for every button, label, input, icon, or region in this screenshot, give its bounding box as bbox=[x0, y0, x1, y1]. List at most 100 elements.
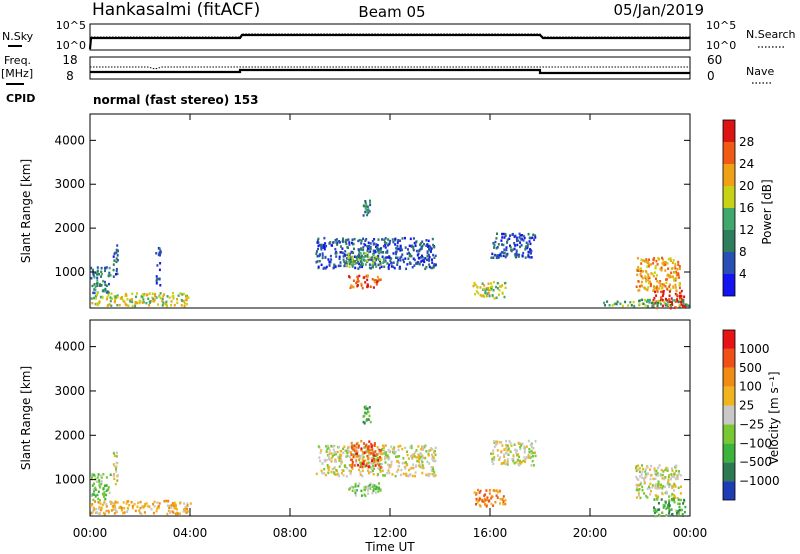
data-cell bbox=[172, 504, 175, 508]
data-cell bbox=[373, 259, 376, 262]
data-cell bbox=[504, 232, 507, 236]
velocity-cbar-label: Velocity [m s⁻¹] bbox=[767, 371, 781, 464]
data-cell bbox=[486, 503, 489, 507]
freq-right-tick-top: 60 bbox=[707, 53, 722, 67]
data-cell bbox=[395, 247, 398, 250]
data-cell bbox=[651, 484, 654, 487]
data-cell bbox=[515, 451, 518, 454]
colorbar-tick-label: 24 bbox=[739, 157, 754, 171]
data-cell bbox=[649, 284, 652, 288]
x-tick-label: 08:00 bbox=[273, 526, 308, 540]
data-cell bbox=[336, 473, 339, 476]
data-cell bbox=[378, 266, 381, 270]
data-cell bbox=[327, 444, 329, 448]
data-cell bbox=[318, 243, 321, 247]
data-cell bbox=[649, 482, 652, 486]
data-cell bbox=[325, 450, 328, 454]
data-cell bbox=[490, 502, 493, 506]
data-cell bbox=[352, 486, 355, 489]
data-cell bbox=[650, 272, 653, 275]
data-cell bbox=[348, 262, 351, 265]
data-cell bbox=[99, 502, 102, 505]
data-cell bbox=[97, 490, 100, 493]
data-cell bbox=[518, 236, 521, 239]
data-cell bbox=[686, 304, 689, 307]
data-cell bbox=[513, 247, 516, 251]
data-cell bbox=[659, 280, 662, 283]
data-cell bbox=[432, 266, 435, 269]
data-cell bbox=[502, 500, 505, 503]
data-cell bbox=[372, 286, 375, 289]
data-cell bbox=[107, 509, 110, 513]
data-cell bbox=[362, 246, 365, 249]
data-cell bbox=[667, 504, 669, 507]
freq-left-tick-bottom: 8 bbox=[66, 69, 74, 83]
data-cell bbox=[361, 286, 364, 290]
data-cell bbox=[661, 258, 664, 261]
data-cell bbox=[492, 462, 495, 466]
data-cell bbox=[336, 450, 339, 454]
data-cell bbox=[657, 483, 660, 486]
data-cell bbox=[423, 260, 426, 264]
data-cell bbox=[102, 487, 105, 490]
data-cell bbox=[673, 482, 676, 486]
data-cell bbox=[340, 245, 342, 248]
data-cell bbox=[120, 295, 123, 299]
data-cell bbox=[486, 292, 489, 295]
data-cell bbox=[647, 265, 650, 268]
data-cell bbox=[346, 448, 349, 451]
data-cell bbox=[323, 236, 326, 240]
data-cell bbox=[367, 486, 370, 489]
colorbar-tick-label: 12 bbox=[739, 223, 754, 237]
data-cell bbox=[648, 485, 650, 488]
colorbar-swatch bbox=[723, 424, 735, 444]
data-cell bbox=[651, 272, 654, 276]
data-cell bbox=[475, 290, 478, 293]
data-cell bbox=[366, 210, 369, 213]
data-cell bbox=[476, 286, 479, 289]
data-cell bbox=[522, 239, 525, 242]
data-cell bbox=[172, 502, 174, 505]
data-cell bbox=[131, 298, 133, 301]
data-cell bbox=[359, 461, 362, 464]
data-cell bbox=[518, 455, 521, 459]
data-cell bbox=[509, 244, 511, 247]
data-cell bbox=[527, 250, 530, 254]
data-cell bbox=[100, 284, 102, 287]
data-cell bbox=[172, 511, 175, 514]
data-cell bbox=[427, 472, 430, 476]
data-cell bbox=[325, 265, 328, 269]
data-cell bbox=[387, 267, 390, 271]
data-cell bbox=[496, 287, 499, 290]
data-cell bbox=[333, 472, 336, 475]
nave-label: Nave bbox=[746, 65, 774, 78]
data-cell bbox=[323, 472, 326, 475]
colorbar-swatch bbox=[723, 208, 735, 230]
data-cell bbox=[366, 278, 369, 282]
data-cell bbox=[175, 508, 178, 511]
data-cell bbox=[365, 449, 368, 453]
data-cell bbox=[659, 302, 662, 306]
data-cell bbox=[523, 451, 526, 454]
data-cell bbox=[509, 234, 511, 237]
data-cell bbox=[473, 283, 476, 287]
data-cell bbox=[107, 303, 110, 307]
data-cell bbox=[375, 459, 378, 463]
data-cell bbox=[358, 458, 361, 462]
data-cell bbox=[93, 507, 96, 511]
data-cell bbox=[368, 440, 371, 443]
data-cell bbox=[432, 467, 434, 470]
data-cell bbox=[420, 453, 423, 456]
data-cell bbox=[367, 469, 369, 472]
data-cell bbox=[130, 501, 133, 504]
data-cell bbox=[522, 459, 525, 463]
data-cell bbox=[174, 503, 177, 506]
data-cell bbox=[641, 464, 643, 467]
data-cell bbox=[646, 265, 649, 268]
data-cell bbox=[494, 253, 497, 257]
data-cell bbox=[661, 299, 664, 302]
time-axis-label: Time UT bbox=[364, 540, 415, 554]
data-cell bbox=[648, 281, 651, 285]
data-cell bbox=[640, 275, 643, 278]
data-cell bbox=[359, 463, 362, 466]
